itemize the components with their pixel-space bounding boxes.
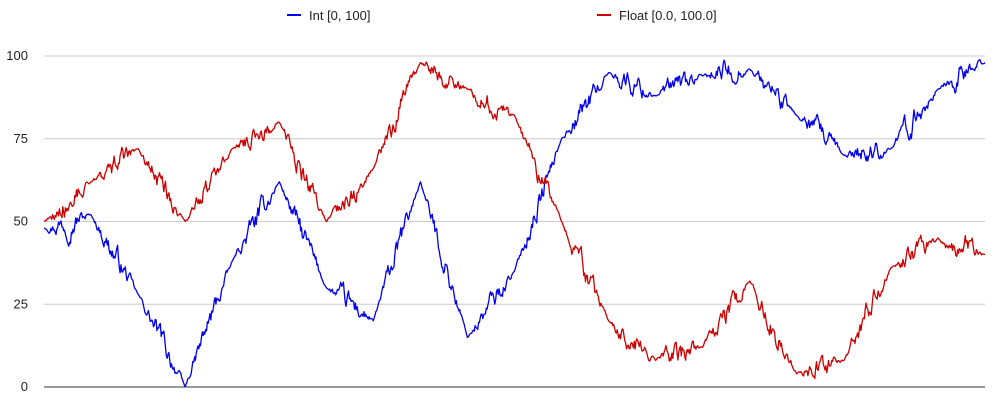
y-tick-label: 25: [14, 296, 28, 311]
series-lines: [43, 58, 986, 388]
legend-item-2[interactable]: Float [0.0, 100.0]: [597, 8, 717, 23]
series-line-1: [43, 58, 986, 388]
series-line-2: [43, 61, 986, 380]
y-tick-label: 0: [21, 379, 28, 394]
gridlines: [44, 55, 985, 305]
legend-label: Float [0.0, 100.0]: [619, 8, 717, 23]
legend-label: Int [0, 100]: [309, 8, 370, 23]
legend-item-1[interactable]: Int [0, 100]: [287, 8, 370, 23]
y-tick-label: 50: [14, 214, 28, 229]
y-tick-label: 100: [6, 48, 28, 63]
y-axis-tick-labels: 0 25 50 75 100: [6, 48, 28, 394]
y-tick-label: 75: [14, 131, 28, 146]
legend: Int [0, 100] Float [0.0, 100.0]: [287, 8, 717, 23]
